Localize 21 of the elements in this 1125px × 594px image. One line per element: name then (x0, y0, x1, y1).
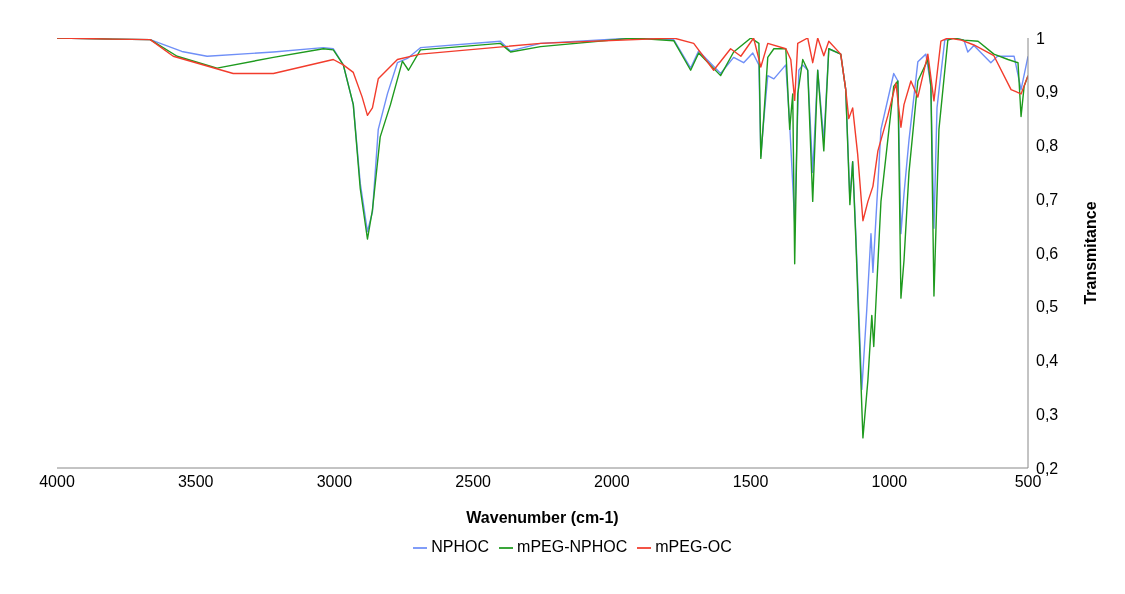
x-tick-label: 1500 (732, 473, 769, 491)
x-tick-label: 2500 (455, 473, 492, 491)
legend-label: mPEG-NPHOC (517, 538, 628, 555)
x-axis-title: Wavenumber (cm-1) (466, 509, 619, 526)
y-tick-label: 0,5 (1036, 298, 1059, 316)
x-tick-label: 1000 (871, 473, 908, 491)
x-tick-label: 3000 (316, 473, 353, 491)
y-tick-label: 0,9 (1036, 83, 1059, 101)
legend-label: mPEG-OC (655, 538, 732, 555)
y-tick-label: 0,4 (1036, 352, 1059, 370)
x-tick-label: 4000 (39, 473, 75, 491)
y-tick-label: 1 (1036, 29, 1045, 47)
y-tick-label: 0,7 (1036, 190, 1059, 208)
x-tick-label: 3500 (177, 473, 214, 491)
line-series (57, 38, 1028, 222)
y-axis-title: Transmitance (1081, 201, 1099, 305)
legend-label: NPHOC (431, 538, 490, 555)
y-tick-label: 0,8 (1036, 137, 1059, 155)
y-tick-label: 0,3 (1036, 405, 1059, 423)
x-tick-label: 2000 (594, 473, 630, 491)
y-tick-label: 0,6 (1036, 244, 1059, 262)
